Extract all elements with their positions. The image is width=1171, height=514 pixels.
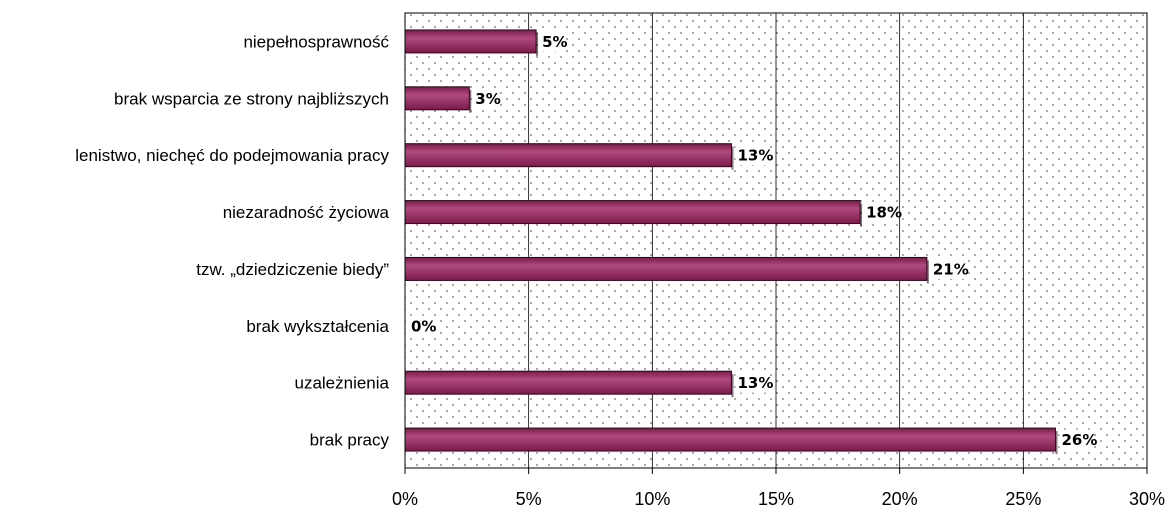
- data-label-background: [473, 88, 497, 109]
- bar: [404, 370, 732, 395]
- bars: [404, 29, 1058, 455]
- bar: [404, 29, 537, 54]
- data-label-background: [930, 258, 964, 279]
- x-tick-label: 15%: [758, 489, 794, 509]
- x-tick-label: 5%: [516, 489, 542, 509]
- category-labels: niepełnosprawność brak wsparcia ze strony…: [75, 32, 389, 449]
- bar: [404, 200, 861, 225]
- category-label: brak wsparcia ze strony najbliższych: [114, 89, 389, 108]
- x-tick-label: 0%: [392, 489, 418, 509]
- bar: [404, 143, 732, 168]
- bar-shadow: [536, 32, 539, 56]
- data-label: 5%: [542, 33, 567, 51]
- data-label: 26%: [1061, 431, 1097, 449]
- data-label: 21%: [933, 260, 969, 278]
- data-label: 18%: [866, 204, 902, 222]
- x-axis-ticks: 0% 5% 10% 15% 20% 25% 30%: [392, 468, 1165, 509]
- data-labels: 5% 3% 13% 18% 21% 0% 13% 26%: [409, 31, 1097, 450]
- data-label-background: [1059, 429, 1093, 450]
- data-label: 13%: [737, 147, 773, 165]
- category-label: uzależnienia: [294, 374, 389, 393]
- bar-shadow: [1055, 431, 1058, 455]
- bar-shadow: [469, 89, 472, 113]
- data-label: 13%: [737, 374, 773, 392]
- category-label: niepełnosprawność: [243, 32, 389, 51]
- data-label: 0%: [411, 317, 436, 335]
- category-label: brak pracy: [310, 431, 390, 450]
- bar-shadow: [731, 374, 734, 398]
- bar: [404, 256, 928, 281]
- x-tick-label: 30%: [1129, 489, 1165, 509]
- data-label: 3%: [475, 90, 500, 108]
- bar: [404, 427, 1056, 452]
- x-tick-label: 20%: [882, 489, 918, 509]
- data-label-background: [409, 315, 433, 336]
- category-label: tzw. „dziedziczenie biedy”: [196, 260, 389, 279]
- x-tick-label: 25%: [1005, 489, 1041, 509]
- x-tick-label: 10%: [634, 489, 670, 509]
- bar: [404, 86, 470, 111]
- category-label: brak wykształcenia: [246, 317, 389, 336]
- data-label-background: [864, 202, 897, 223]
- data-label-background: [735, 145, 769, 166]
- bar-shadow: [731, 146, 734, 170]
- bar-shadow: [860, 203, 863, 227]
- data-label-background: [540, 31, 564, 52]
- bar-shadow: [926, 260, 929, 284]
- data-label-background: [735, 372, 769, 393]
- category-label: niezaradność życiowa: [223, 203, 390, 222]
- category-label: lenistwo, niechęć do podejmowania pracy: [75, 146, 389, 165]
